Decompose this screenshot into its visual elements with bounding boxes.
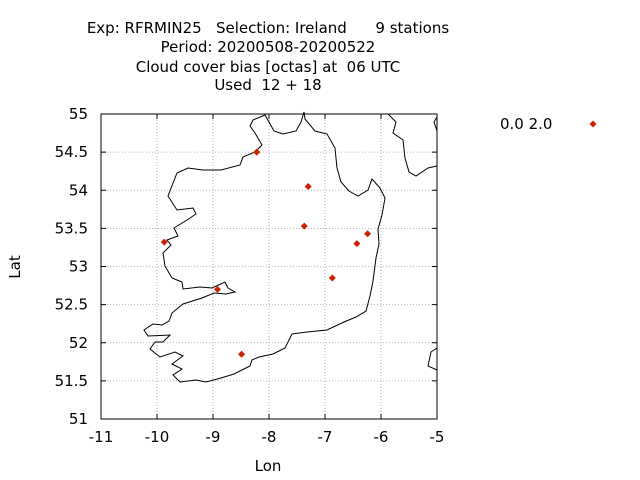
title-line-1: Exp: RFRMIN25 Selection: Ireland 9 stati… (87, 19, 450, 37)
y-tick-label: 54.5 (55, 143, 88, 161)
y-axis-label: Lat (6, 255, 24, 279)
x-tick-label: -10 (145, 428, 170, 446)
coastline (143, 111, 438, 383)
data-point (304, 182, 312, 190)
y-tick-label: 51 (69, 410, 88, 428)
y-tick-label: 51.5 (55, 372, 88, 390)
coastline-ireland (143, 111, 386, 383)
title-line-4: Used 12 + 18 (214, 76, 321, 94)
x-axis-label: Lon (255, 457, 282, 475)
data-point (364, 230, 372, 238)
x-tick-label: -8 (262, 428, 277, 446)
legend-marker (589, 120, 597, 128)
x-tick-label: -6 (374, 428, 389, 446)
data-point (328, 274, 336, 282)
x-tick-label: -11 (89, 428, 114, 446)
y-tick-label: 53 (69, 258, 88, 276)
x-tick-label: -7 (318, 428, 333, 446)
title-line-2: Period: 20200508-20200522 (161, 38, 376, 56)
y-tick-label: 52.5 (55, 296, 88, 314)
x-tick-label: -5 (430, 428, 445, 446)
data-point (213, 285, 221, 293)
coastline-gb-north (387, 113, 438, 177)
axis-ticks: -11 -10 -9 -8 -7 -6 -5 51 51.5 52 52.5 53 53.5 54 54.5… (55, 105, 445, 446)
grid (101, 114, 437, 419)
coastline-gb-corner (433, 116, 438, 132)
data-points (160, 148, 372, 358)
data-point (238, 350, 246, 358)
y-tick-label: 53.5 (55, 219, 88, 237)
y-tick-label: 55 (69, 105, 88, 123)
title-line-3: Cloud cover bias [octas] at 06 UTC (136, 58, 401, 76)
data-point (353, 240, 361, 248)
coastline-wales (427, 347, 438, 371)
y-tick-label: 52 (69, 334, 88, 352)
legend-label: 0.0 2.0 (500, 115, 552, 133)
data-point (253, 148, 261, 156)
x-tick-label: -9 (206, 428, 221, 446)
data-point (300, 222, 308, 230)
y-tick-label: 54 (69, 181, 88, 199)
legend: 0.0 2.0 (500, 115, 597, 133)
data-point (160, 238, 168, 246)
chart-title: Exp: RFRMIN25 Selection: Ireland 9 stati… (87, 19, 450, 94)
